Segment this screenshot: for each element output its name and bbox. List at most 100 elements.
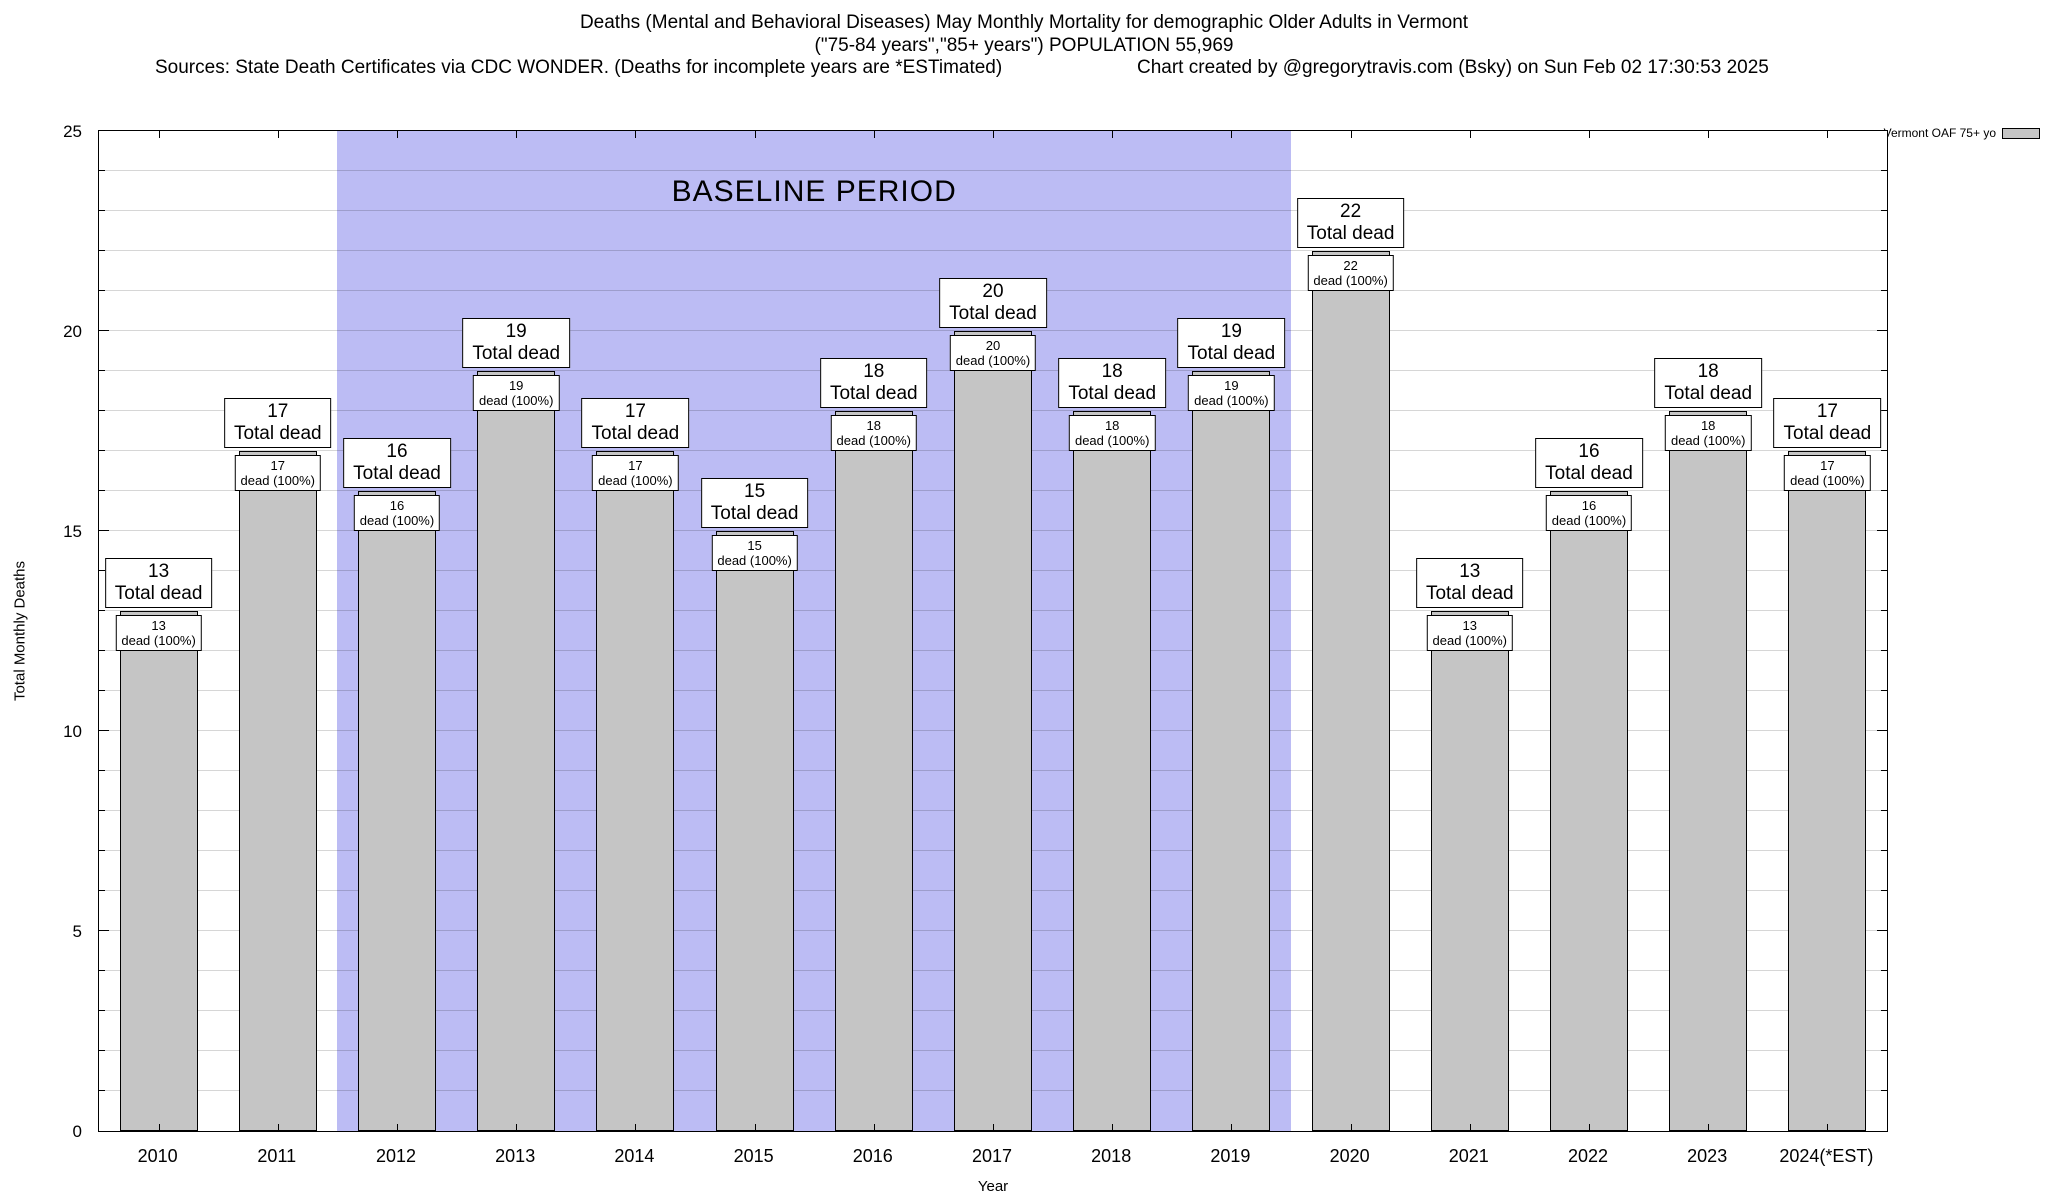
- y-tick-label: 15: [63, 522, 82, 541]
- band-2011: 17 dead (100%) 17 Total dead: [218, 131, 337, 1131]
- x-tick-mark: [396, 1124, 398, 1131]
- x-tick-mark: [277, 1124, 279, 1131]
- x-tick-mark: [635, 131, 637, 138]
- y-tick-mark: [1881, 1050, 1887, 1051]
- y-tick-label: 25: [63, 122, 82, 141]
- y-tick-mark: [99, 410, 105, 411]
- y-tick-mark: [1877, 530, 1887, 531]
- bar-value: 19: [508, 378, 524, 393]
- bar-value-label: 18 dead (100%): [1664, 415, 1752, 451]
- band-2014: 17 dead (100%) 17 Total dead: [576, 131, 695, 1131]
- x-tick-mark: [1469, 131, 1471, 138]
- total-value: 18: [1697, 361, 1719, 382]
- y-tick-mark: [99, 290, 105, 291]
- bar-value-suffix: dead (100%): [717, 553, 792, 568]
- baseline-label: BASELINE PERIOD: [671, 175, 957, 208]
- total-suffix: Total dead: [591, 423, 680, 444]
- total-value: 18: [1101, 361, 1123, 382]
- bar-value: 13: [1462, 618, 1478, 633]
- x-tick-mark: [1112, 1124, 1114, 1131]
- y-tick-mark: [99, 930, 109, 931]
- bar-value-label: 16 dead (100%): [353, 495, 441, 531]
- bar-2015: [715, 531, 794, 1131]
- band-2021: 13 dead (100%) 13 Total dead: [1410, 131, 1529, 1131]
- bar-value-suffix: dead (100%): [240, 473, 316, 488]
- bar-value: 20: [985, 338, 1001, 353]
- y-tick-mark: [1881, 690, 1887, 691]
- y-tick-mark: [1877, 930, 1887, 931]
- total-value: 17: [624, 401, 646, 422]
- y-tick-mark: [1881, 610, 1887, 611]
- y-tick-mark: [1881, 250, 1887, 251]
- total-dead-label: 17 Total dead: [223, 398, 332, 448]
- bar-2014: [596, 451, 675, 1131]
- y-tick-mark: [1881, 170, 1887, 171]
- y-tick-mark: [1881, 650, 1887, 651]
- bar-value: 17: [628, 458, 643, 473]
- total-value: 15: [744, 481, 766, 502]
- band-2022: 16 dead (100%) 16 Total dead: [1529, 131, 1648, 1131]
- x-tick-mark: [1827, 1124, 1829, 1131]
- total-suffix: Total dead: [1068, 383, 1157, 404]
- bar-2013: [477, 371, 556, 1131]
- bar-value-suffix: dead (100%): [836, 433, 912, 448]
- y-tick-label: 0: [72, 1122, 82, 1141]
- x-tick-mark: [516, 1124, 518, 1131]
- bar-value-suffix: dead (100%): [1790, 473, 1865, 488]
- bar-value-suffix: dead (100%): [1551, 513, 1627, 528]
- y-tick-mark: [99, 770, 105, 771]
- bar-value: 15: [747, 538, 762, 553]
- total-suffix: Total dead: [1783, 423, 1872, 444]
- y-axis-tick-labels: 0 5 10 15 20 25: [0, 122, 90, 1141]
- total-dead-label: 18 Total dead: [819, 358, 928, 408]
- total-suffix: Total dead: [710, 503, 799, 524]
- y-tick-mark: [99, 730, 109, 731]
- bar-2023: [1669, 411, 1748, 1131]
- total-dead-label: 18 Total dead: [1058, 358, 1167, 408]
- y-tick-mark: [1881, 890, 1887, 891]
- band-2018: 18 dead (100%) 18 Total dead: [1053, 131, 1172, 1131]
- bar-value-suffix: dead (100%): [598, 473, 673, 488]
- x-tick-label-2019: 2019: [1210, 1146, 1251, 1166]
- y-tick-mark: [1881, 1010, 1887, 1011]
- y-tick-mark: [1881, 850, 1887, 851]
- band-2017: 20 dead (100%) 20 Total dead: [933, 131, 1052, 1131]
- x-tick-mark: [635, 1124, 637, 1131]
- y-tick-mark: [1881, 570, 1887, 571]
- band-2016: 18 dead (100%) 18 Total dead: [814, 131, 933, 1131]
- y-tick-mark: [99, 370, 105, 371]
- bar-value-label: 19 dead (100%): [472, 375, 560, 411]
- gridline: [99, 170, 1887, 171]
- chart-subtitle: ("75-84 years","85+ years") POPULATION 5…: [814, 35, 1234, 56]
- credit-note: Chart created by @gregorytravis.com (Bsk…: [1137, 57, 1769, 78]
- y-tick-mark: [1881, 810, 1887, 811]
- bar-value-label: 15 dead (100%): [711, 535, 798, 571]
- bar-value-label: 20 dead (100%): [949, 335, 1037, 371]
- y-tick-mark: [99, 1010, 105, 1011]
- x-tick-mark: [1112, 131, 1114, 138]
- bar-2024(*EST): [1788, 451, 1867, 1131]
- y-tick-mark: [1881, 370, 1887, 371]
- total-suffix: Total dead: [1306, 223, 1395, 244]
- bar-2011: [238, 451, 317, 1131]
- x-tick-label-2024(*EST): 2024(*EST): [1779, 1146, 1874, 1166]
- y-tick-mark: [1881, 450, 1887, 451]
- sources-note: Sources: State Death Certificates via CD…: [155, 57, 1003, 78]
- y-tick-mark: [99, 570, 105, 571]
- total-suffix: Total dead: [949, 303, 1037, 324]
- bar-value-suffix: dead (100%): [478, 393, 554, 408]
- y-tick-mark: [99, 330, 109, 331]
- x-tick-mark: [158, 131, 160, 138]
- total-suffix: Total dead: [1187, 343, 1276, 364]
- y-tick-mark: [99, 690, 105, 691]
- bar-value: 17: [270, 458, 286, 473]
- bar-value: 17: [1820, 458, 1835, 473]
- bar-value: 18: [1104, 418, 1120, 433]
- y-tick-mark: [1881, 290, 1887, 291]
- x-tick-mark: [1231, 1124, 1233, 1131]
- total-value: 17: [1816, 401, 1838, 422]
- legend: Vermont OAF 75+ yo: [1884, 126, 2040, 140]
- bar-value-label: 17 dead (100%): [234, 455, 322, 491]
- bar-value-label: 18 dead (100%): [830, 415, 918, 451]
